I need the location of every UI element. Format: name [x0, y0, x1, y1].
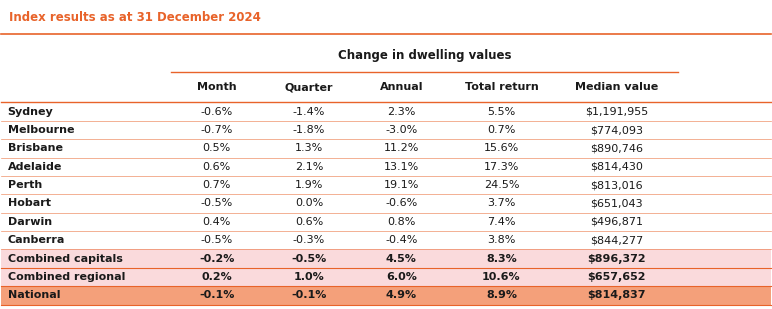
- Text: Quarter: Quarter: [285, 82, 334, 92]
- Text: 19.1%: 19.1%: [384, 180, 419, 190]
- Text: $890,746: $890,746: [591, 143, 643, 153]
- Text: 7.4%: 7.4%: [487, 217, 516, 227]
- Text: 6.0%: 6.0%: [386, 272, 417, 282]
- Text: Annual: Annual: [380, 82, 423, 92]
- Text: Darwin: Darwin: [8, 217, 52, 227]
- Text: -0.1%: -0.1%: [199, 290, 235, 300]
- Bar: [2, 286, 770, 305]
- Text: Index results as at 31 December 2024: Index results as at 31 December 2024: [9, 11, 261, 23]
- Text: 0.8%: 0.8%: [388, 217, 415, 227]
- Text: 0.5%: 0.5%: [202, 143, 231, 153]
- Text: -0.6%: -0.6%: [201, 107, 233, 116]
- Text: 4.5%: 4.5%: [386, 254, 417, 264]
- Text: 2.1%: 2.1%: [295, 162, 323, 172]
- Text: $896,372: $896,372: [587, 254, 646, 264]
- Text: Median value: Median value: [575, 82, 659, 92]
- Bar: [2, 268, 770, 286]
- Text: -0.7%: -0.7%: [201, 125, 233, 135]
- Text: -1.8%: -1.8%: [293, 125, 325, 135]
- Text: $813,016: $813,016: [591, 180, 643, 190]
- Text: 3.8%: 3.8%: [487, 235, 516, 245]
- Text: $844,277: $844,277: [590, 235, 643, 245]
- Text: -0.4%: -0.4%: [385, 235, 418, 245]
- Text: 1.0%: 1.0%: [293, 272, 324, 282]
- Text: $774,093: $774,093: [591, 125, 643, 135]
- Text: 3.7%: 3.7%: [487, 198, 516, 209]
- Text: $496,871: $496,871: [591, 217, 643, 227]
- Text: 0.4%: 0.4%: [202, 217, 231, 227]
- Text: -0.3%: -0.3%: [293, 235, 325, 245]
- Text: -0.5%: -0.5%: [292, 254, 327, 264]
- Text: -0.6%: -0.6%: [385, 198, 418, 209]
- Text: 0.2%: 0.2%: [201, 272, 232, 282]
- Text: $814,430: $814,430: [591, 162, 643, 172]
- Text: 1.3%: 1.3%: [295, 143, 323, 153]
- Text: -0.1%: -0.1%: [291, 290, 327, 300]
- Text: 4.9%: 4.9%: [386, 290, 417, 300]
- Text: $814,837: $814,837: [587, 290, 646, 300]
- Text: -1.4%: -1.4%: [293, 107, 325, 116]
- Text: 0.6%: 0.6%: [295, 217, 323, 227]
- Text: 5.5%: 5.5%: [487, 107, 516, 116]
- Text: National: National: [8, 290, 60, 300]
- Text: Sydney: Sydney: [8, 107, 53, 116]
- Text: 0.6%: 0.6%: [202, 162, 231, 172]
- Text: 13.1%: 13.1%: [384, 162, 419, 172]
- Text: -0.5%: -0.5%: [201, 198, 233, 209]
- Text: Melbourne: Melbourne: [8, 125, 74, 135]
- Text: 0.0%: 0.0%: [295, 198, 323, 209]
- Bar: [2, 249, 770, 268]
- Text: -3.0%: -3.0%: [385, 125, 418, 135]
- Text: -0.5%: -0.5%: [201, 235, 233, 245]
- Text: Change in dwelling values: Change in dwelling values: [337, 49, 511, 62]
- Text: Total return: Total return: [465, 82, 538, 92]
- Text: Canberra: Canberra: [8, 235, 65, 245]
- Text: $1,191,955: $1,191,955: [585, 107, 648, 116]
- Text: 11.2%: 11.2%: [384, 143, 419, 153]
- Text: Month: Month: [197, 82, 236, 92]
- Text: 0.7%: 0.7%: [202, 180, 231, 190]
- Text: Adelaide: Adelaide: [8, 162, 62, 172]
- Text: 0.7%: 0.7%: [487, 125, 516, 135]
- Text: 1.9%: 1.9%: [295, 180, 323, 190]
- Text: Brisbane: Brisbane: [8, 143, 63, 153]
- Text: Combined capitals: Combined capitals: [8, 254, 123, 264]
- Text: 8.3%: 8.3%: [486, 254, 516, 264]
- Text: 15.6%: 15.6%: [484, 143, 519, 153]
- Text: -0.2%: -0.2%: [199, 254, 235, 264]
- Text: 2.3%: 2.3%: [388, 107, 415, 116]
- Text: Combined regional: Combined regional: [8, 272, 125, 282]
- Text: 8.9%: 8.9%: [486, 290, 517, 300]
- Text: 10.6%: 10.6%: [482, 272, 520, 282]
- Text: Hobart: Hobart: [8, 198, 50, 209]
- Text: 17.3%: 17.3%: [484, 162, 519, 172]
- Text: $651,043: $651,043: [591, 198, 643, 209]
- Text: $657,652: $657,652: [587, 272, 646, 282]
- Text: Perth: Perth: [8, 180, 42, 190]
- Text: 24.5%: 24.5%: [483, 180, 519, 190]
